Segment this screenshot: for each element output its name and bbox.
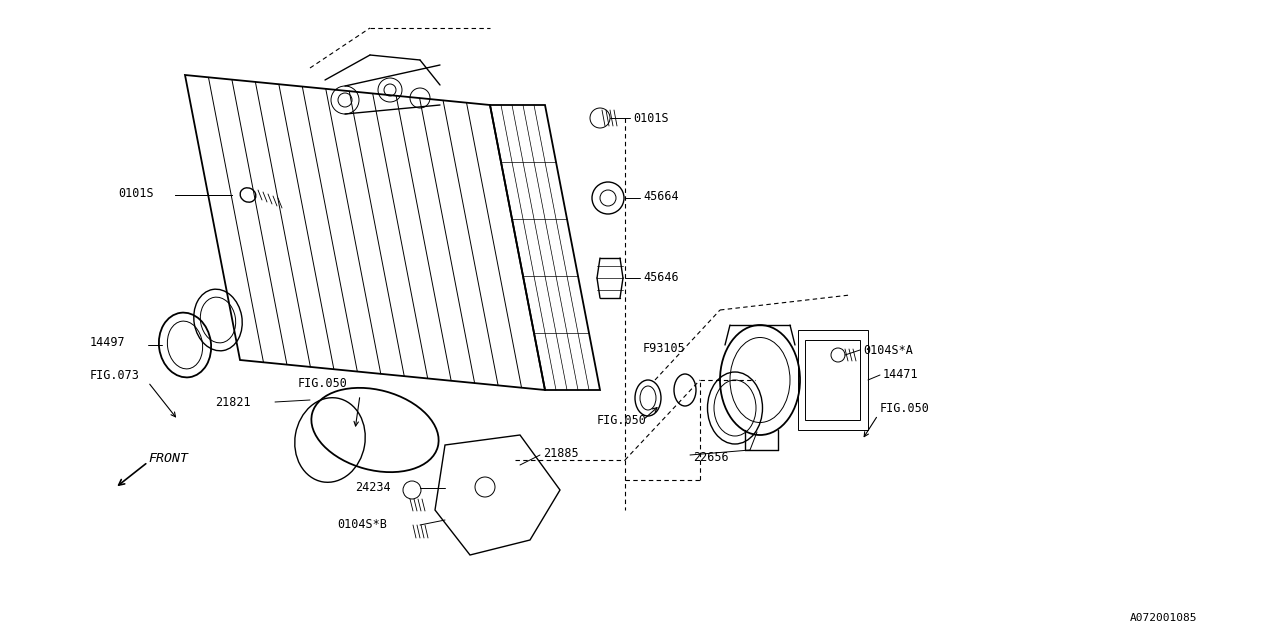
- Text: 14497: 14497: [90, 335, 125, 349]
- Text: FIG.050: FIG.050: [596, 413, 646, 426]
- Text: 21885: 21885: [543, 447, 579, 460]
- Text: 45646: 45646: [643, 271, 678, 284]
- Text: 0101S: 0101S: [634, 111, 668, 125]
- Text: A072001085: A072001085: [1130, 613, 1198, 623]
- Text: FIG.050: FIG.050: [881, 401, 929, 415]
- Text: 0101S: 0101S: [118, 186, 154, 200]
- Text: FRONT: FRONT: [148, 451, 188, 465]
- Text: FIG.073: FIG.073: [90, 369, 140, 381]
- Text: 14471: 14471: [883, 367, 919, 381]
- Text: 45664: 45664: [643, 189, 678, 202]
- Text: F93105: F93105: [643, 342, 686, 355]
- Text: 21821: 21821: [215, 396, 251, 408]
- Text: FIG.050: FIG.050: [298, 376, 348, 390]
- Text: 22656: 22656: [692, 451, 728, 463]
- Text: 0104S*A: 0104S*A: [863, 344, 913, 356]
- Text: 24234: 24234: [355, 481, 390, 493]
- Text: 0104S*B: 0104S*B: [337, 518, 387, 531]
